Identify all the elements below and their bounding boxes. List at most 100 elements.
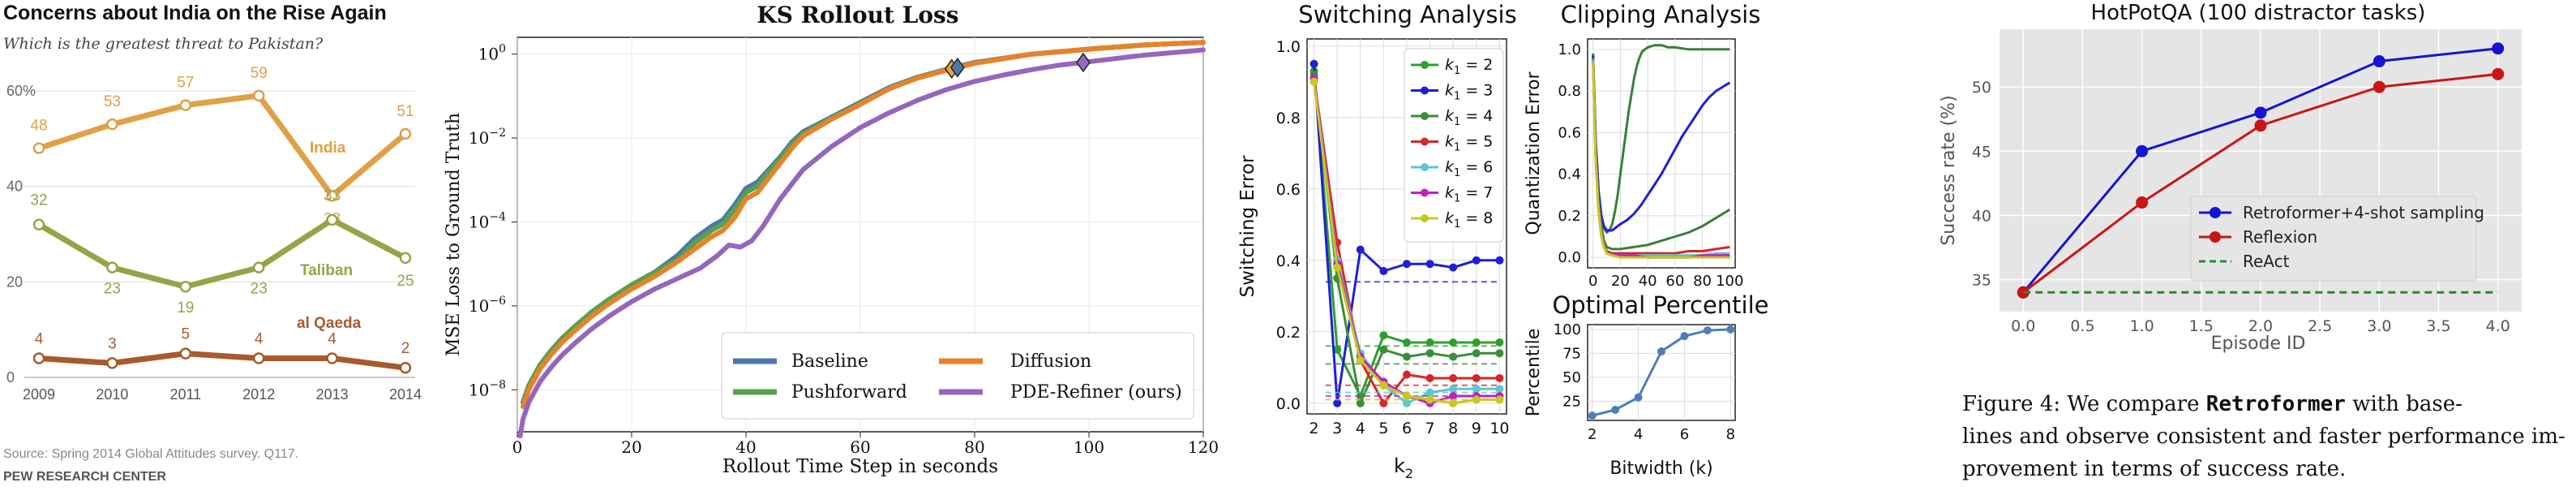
hotpotqa-x-tick-0.5: 0.5	[2070, 317, 2094, 335]
pew-point-india-2013	[326, 190, 338, 202]
clipping-line-6	[1592, 62, 1730, 259]
hotpotqa-point-retroformer-4	[2492, 42, 2505, 55]
switching-x-axis-label: k2	[1394, 454, 1413, 481]
clipping-gridlines	[1588, 39, 1735, 268]
switching-point-k1-8-8	[1449, 398, 1458, 407]
switching-x-tick-10: 10	[1489, 420, 1509, 437]
ks-legend: Baseline Pushforward Diffusion PDE-Refin…	[721, 332, 1194, 420]
pew-title: Concerns about India on the Rise Again	[3, 2, 387, 24]
percentile-x-axis-label: Bitwidth (k)	[1609, 459, 1712, 479]
switching-x-tick-5: 5	[1378, 420, 1388, 437]
clipping-y-tick-0.8: 0.8	[1558, 83, 1581, 100]
switching-legend-marker-4	[1421, 163, 1429, 171]
switching-legend: k1 = 2k1 = 3k1 = 4k1 = 5k1 = 6k1 = 7k1 =…	[1404, 48, 1504, 243]
ks-line-pde-refiner-ours	[517, 47, 1206, 439]
clipping-y-tick-0.2: 0.2	[1558, 208, 1581, 225]
pew-data-label-al-qaeda-2013: 4	[328, 330, 336, 347]
switching-legend-value: = 8	[1460, 209, 1493, 227]
pew-y-tick-40: 40	[6, 179, 23, 195]
pew-x-tick-2009: 2009	[23, 386, 55, 403]
switching-legend-k: k	[1445, 107, 1455, 125]
pew-point-taliban-2014	[399, 252, 412, 265]
switching-point-k1-3-10	[1495, 256, 1504, 265]
switching-point-k1-3-2	[1309, 59, 1318, 68]
pew-data-label-india-2009: 48	[30, 118, 47, 135]
ks-x-tick-100: 100	[1074, 437, 1104, 457]
hotpotqa-x-tick-4.0: 4.0	[2486, 317, 2510, 335]
clipping-x-tick-60: 60	[1665, 273, 1684, 290]
clipping-y-tick-1: 1.0	[1558, 41, 1581, 58]
pew-subtitle: Which is the greatest threat to Pakistan…	[3, 35, 324, 53]
pew-point-al-qaeda-2009	[32, 352, 45, 364]
hotpotqa-x-axis-label: Episode ID	[2211, 334, 2306, 354]
switching-point-k1-4-8	[1449, 352, 1458, 361]
ks-y-tick-exponent: −8	[489, 378, 506, 391]
switching-point-k1-4-5	[1379, 345, 1388, 354]
pew-gridlines	[24, 90, 415, 378]
switching-point-k1-3-6	[1403, 260, 1411, 269]
percentile-x-tick-8: 8	[1726, 426, 1735, 443]
pew-point-al-qaeda-2014	[399, 361, 412, 374]
hotpotqa-legend-label-react: ReAct	[2243, 252, 2290, 271]
clipping-x-tick-100: 100	[1716, 273, 1743, 290]
percentile-series-group	[1588, 325, 1735, 420]
pew-line-al-qaeda	[38, 351, 406, 371]
percentile-line	[1592, 328, 1731, 417]
switching-point-k1-8-4	[1356, 356, 1365, 364]
pew-series-label-alqaeda: al Qaeda	[297, 315, 362, 332]
percentile-gridlines	[1588, 325, 1735, 420]
percentile-point-3	[1611, 406, 1620, 415]
pew-data-label-taliban-2013: 33	[324, 187, 341, 205]
figure-caption: Figure 4: We compare Retroformer with ba…	[1962, 392, 2565, 481]
switching-point-k1-2-6	[1403, 338, 1411, 347]
clipping-line-1	[1592, 55, 1731, 232]
clipping-line-4	[1592, 59, 1730, 257]
hotpotqa-title: HotPotQA (100 distractor tasks)	[2091, 1, 2426, 25]
switching-point-k1-2-3	[1333, 345, 1342, 354]
switching-legend-marker-1	[1421, 86, 1429, 95]
switching-x-tick-3: 3	[1332, 420, 1342, 437]
pew-x-tick-2014: 2014	[389, 386, 422, 403]
pew-point-al-qaeda-2010	[106, 357, 118, 369]
ks-y-tick--2: 10−2	[469, 127, 506, 148]
pew-x-tick-2013: 2013	[316, 386, 349, 403]
percentile-point-7	[1703, 326, 1712, 335]
hotpotqa-legend: Retroformer+4-shot sampling Reflexion Re…	[2190, 196, 2484, 282]
switching-legend-k: k	[1445, 56, 1455, 74]
pew-data-label-al-qaeda-2014: 2	[401, 340, 410, 357]
percentile-point-5	[1657, 347, 1665, 356]
hotpotqa-legend-marker-reflexion	[2210, 231, 2221, 243]
ks-x-tick-labels: 0 20 40 60 80 100 120	[512, 432, 1219, 457]
pew-data-label-taliban-2014: 25	[396, 273, 414, 290]
clipping-y-tick-0.4: 0.4	[1558, 166, 1581, 183]
switching-point-k1-7-8	[1449, 392, 1458, 400]
switching-y-tick-0.4: 0.4	[1276, 252, 1301, 270]
pew-point-india-2014	[399, 127, 412, 140]
percentile-point-2	[1588, 411, 1597, 420]
switching-point-k1-5-6	[1403, 370, 1411, 379]
switching-point-k1-5-9	[1472, 374, 1481, 382]
switching-point-k1-4-10	[1495, 349, 1504, 358]
hotpotqa-point-retroformer-1	[2136, 144, 2149, 157]
ks-x-tick-60: 60	[850, 437, 870, 457]
hotpotqa-x-tick-2.5: 2.5	[2308, 317, 2332, 335]
pew-chart-panel: Concerns about India on the Rise Again W…	[3, 2, 422, 484]
pew-series-label-taliban: Taliban	[300, 262, 353, 279]
ks-legend-box	[721, 332, 1194, 420]
switching-legend-value: = 2	[1460, 56, 1493, 74]
ks-x-tick-80: 80	[964, 437, 984, 457]
percentile-x-tick-4: 4	[1634, 426, 1643, 443]
clipping-title: Clipping Analysis	[1561, 1, 1761, 28]
pew-source-note: Source: Spring 2014 Global Attitudes sur…	[3, 447, 298, 461]
percentile-x-tick-6: 6	[1680, 426, 1689, 443]
switching-legend-value: = 5	[1460, 133, 1493, 151]
clipping-x-tick-20: 20	[1611, 273, 1630, 290]
switching-point-k1-5-8	[1449, 374, 1458, 382]
switching-x-tick-2: 2	[1309, 420, 1319, 437]
switching-point-k1-4-6	[1403, 352, 1411, 361]
ks-x-tick-40: 40	[735, 437, 756, 457]
ks-y-tick-base: 10	[469, 128, 489, 148]
pew-point-india-2011	[179, 99, 192, 111]
clipping-series-group	[1592, 44, 1731, 259]
switching-point-k1-2-10	[1495, 338, 1504, 347]
